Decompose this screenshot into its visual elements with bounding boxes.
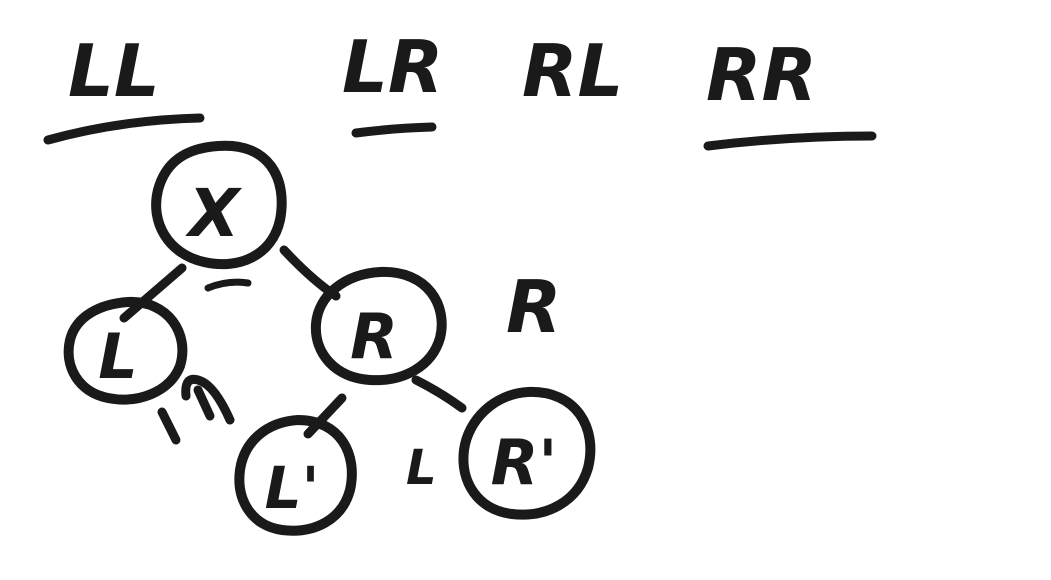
heading-rr-underline: [703, 131, 877, 151]
node-x-label: X: [185, 175, 243, 252]
node-r-label: R: [350, 300, 398, 373]
node-l-label: L: [98, 320, 138, 393]
node-r-prime-label: R': [491, 426, 558, 499]
heading-lr-text: LR: [342, 25, 443, 109]
node-x: X: [151, 140, 287, 270]
heading-rl-text: RL: [522, 29, 623, 113]
annotation-between-marker: L: [406, 440, 437, 496]
node-x-circle: [151, 140, 287, 270]
heading-ll-text: LL: [68, 29, 160, 113]
heading-ll: LL: [43, 29, 205, 145]
node-r-circle: [310, 266, 447, 386]
edge-r-to-l-prime: [303, 393, 347, 439]
edge-x-to-l: [119, 263, 187, 323]
scribble-stroke-2: [181, 374, 235, 425]
scribble-stroke-3: [193, 385, 215, 421]
tick-mark: [204, 278, 252, 292]
node-l-prime-circle: [234, 415, 357, 536]
heading-ll-underline: [43, 113, 205, 145]
heading-lr: LR: [342, 25, 443, 138]
node-l: L: [63, 296, 188, 405]
heading-rl: RL: [522, 29, 623, 113]
annotation-right-marker: R: [506, 265, 561, 349]
node-l-circle: [63, 296, 188, 405]
edge-r-to-r-prime: [411, 375, 467, 413]
node-r: R: [310, 266, 447, 386]
heading-rr: RR: [703, 33, 877, 151]
scribble-stroke-1: [157, 407, 181, 445]
node-l-prime: L': [234, 415, 357, 536]
node-r-prime: R': [458, 386, 596, 520]
node-r-prime-circle: [458, 386, 596, 520]
heading-lr-underline: [351, 122, 437, 138]
heading-rr-text: RR: [706, 33, 817, 117]
node-l-prime-label: L': [265, 454, 320, 522]
